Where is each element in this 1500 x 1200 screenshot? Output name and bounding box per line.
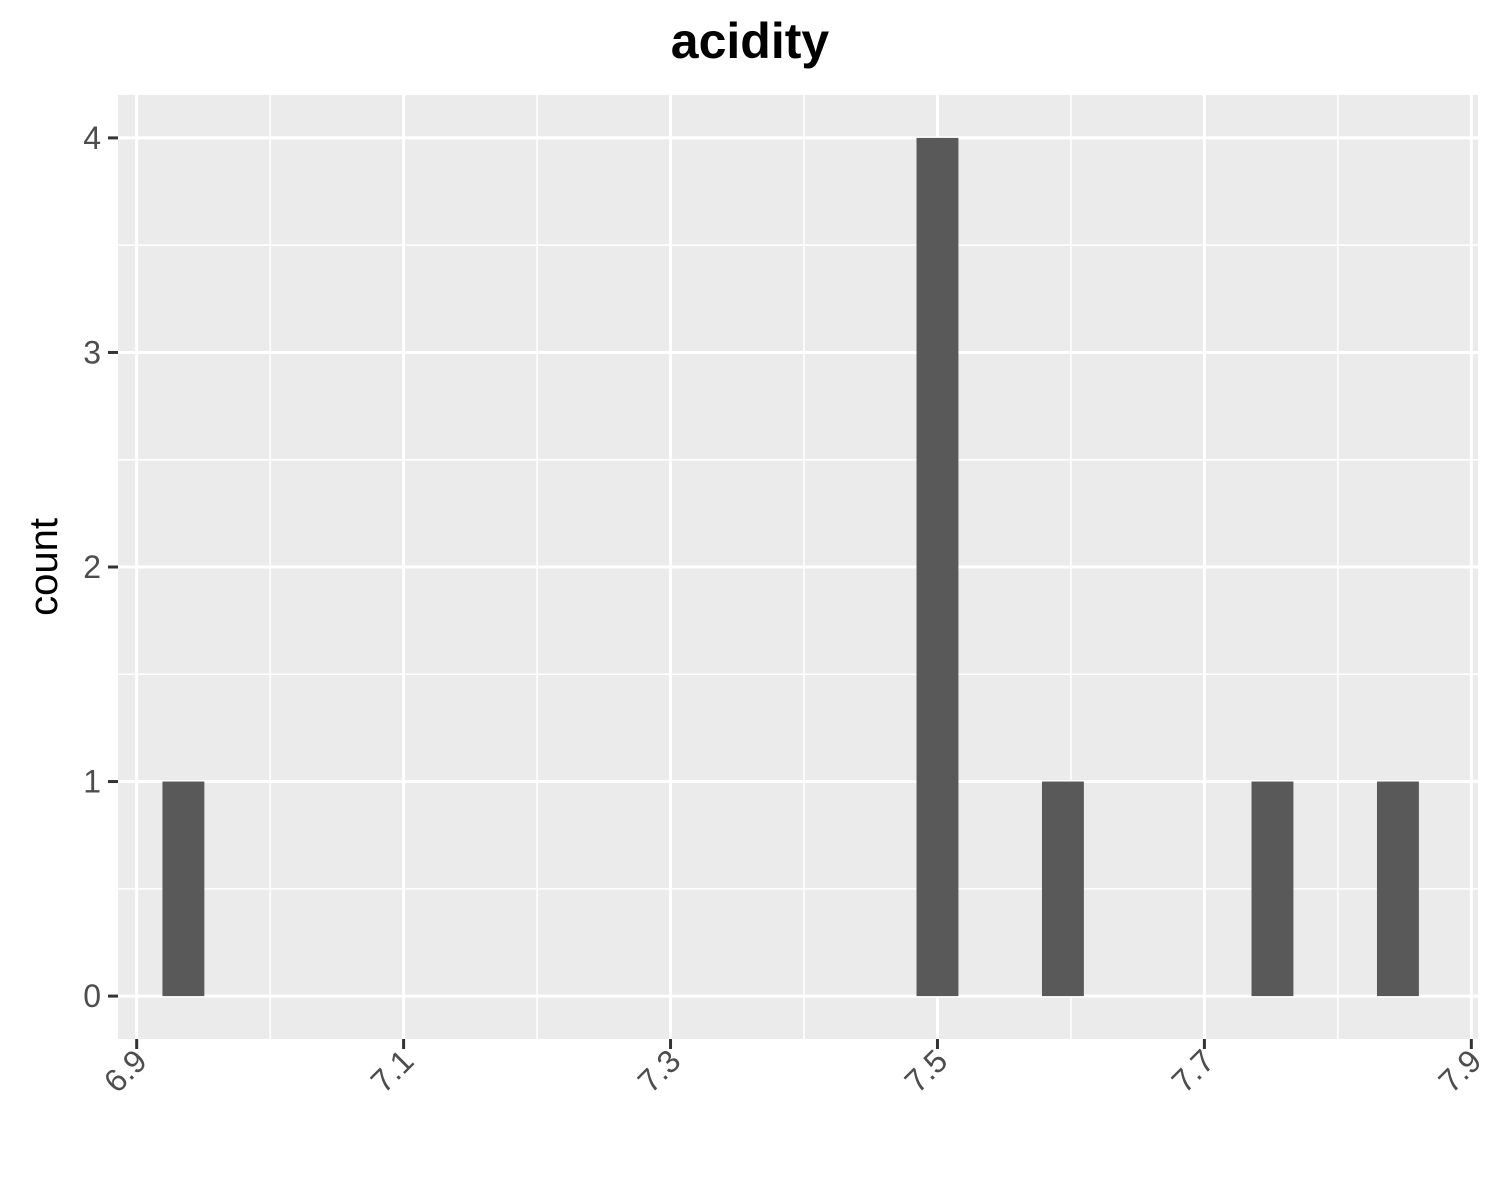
histogram-bar xyxy=(1376,781,1419,997)
y-tick-label: 4 xyxy=(83,120,101,156)
y-tick-label: 2 xyxy=(83,549,101,585)
histogram-bar xyxy=(1041,781,1084,997)
chart-title: acidity xyxy=(671,13,830,69)
y-tick-label: 3 xyxy=(83,334,101,370)
histogram-bar xyxy=(916,137,959,997)
histogram-bar xyxy=(162,781,205,997)
y-axis-title: count xyxy=(22,518,66,616)
y-tick-label: 1 xyxy=(83,764,101,800)
histogram-bar xyxy=(1251,781,1294,997)
histogram-bars xyxy=(162,137,1419,997)
y-axis: 0 1 2 3 4 xyxy=(83,120,118,1014)
y-tick-label: 0 xyxy=(83,978,101,1014)
